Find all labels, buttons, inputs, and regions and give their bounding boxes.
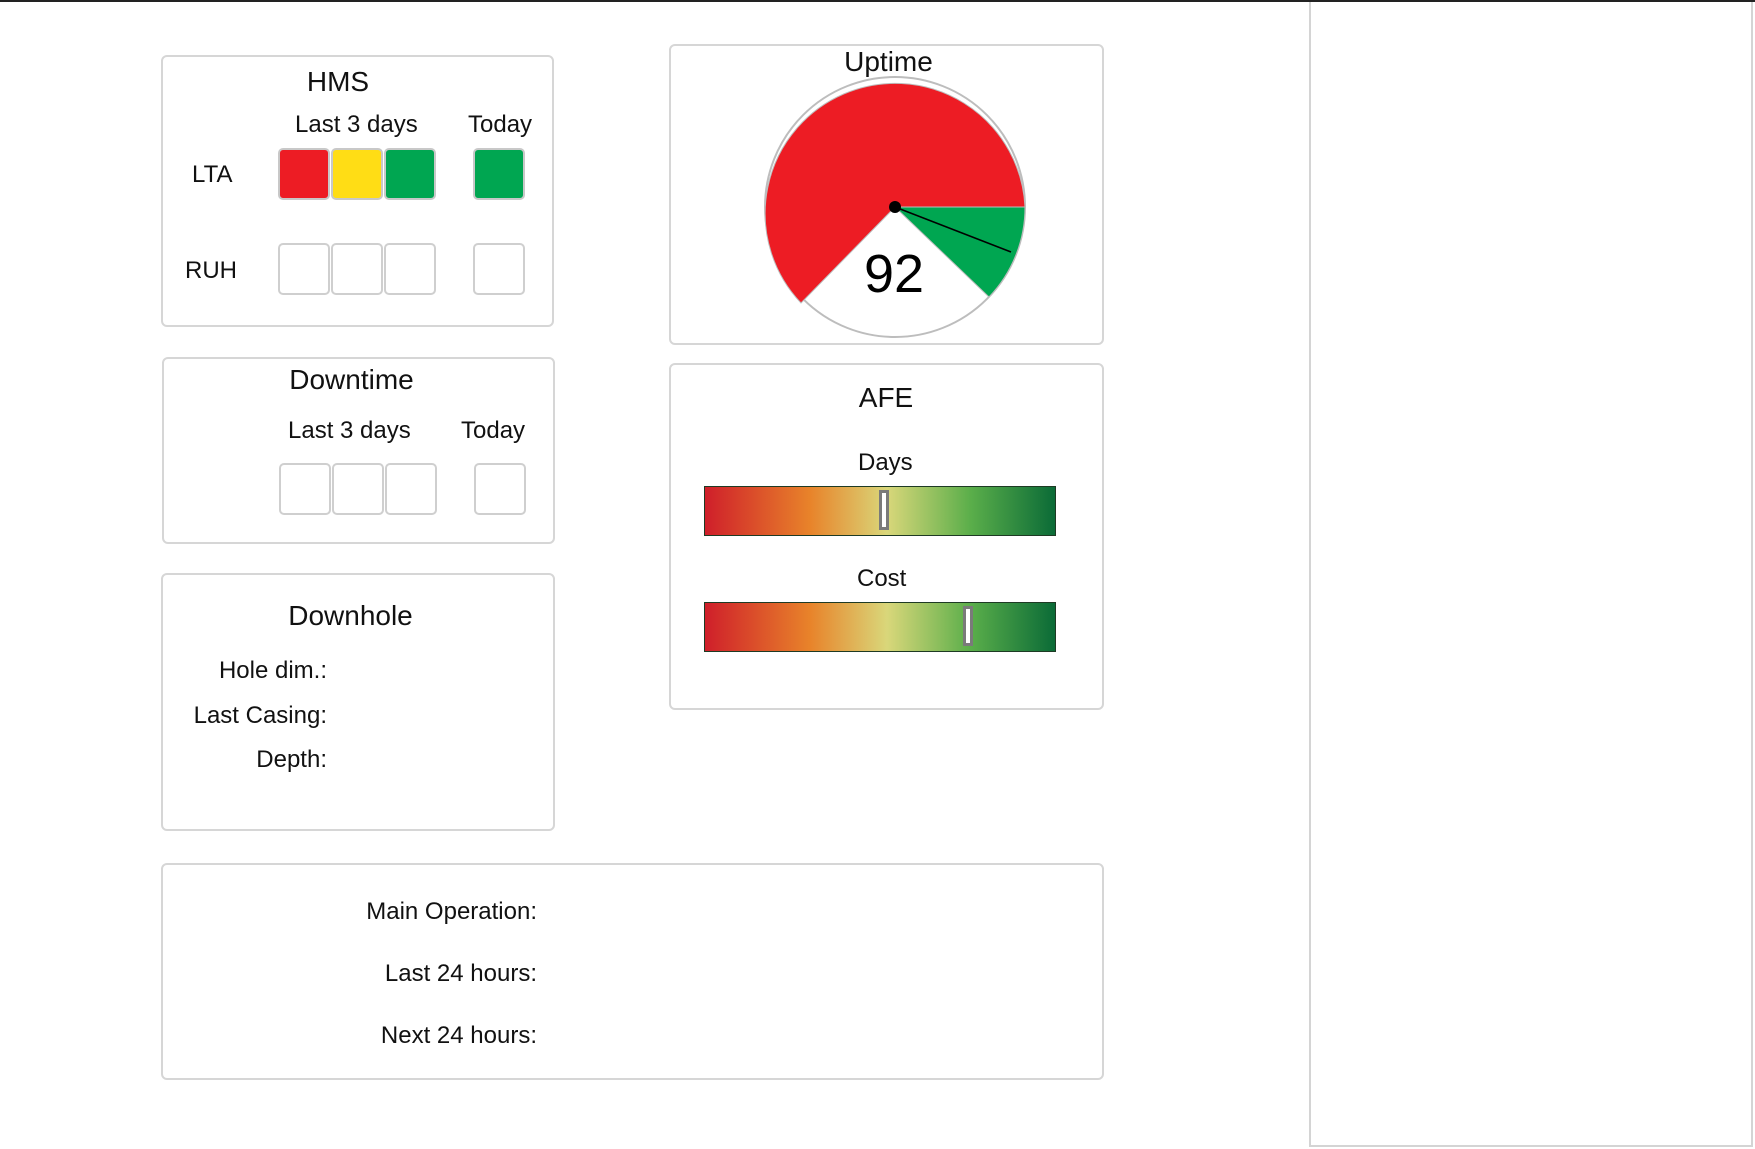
- downtime-title: Downtime: [289, 364, 414, 395]
- lta-today-status: [473, 148, 525, 200]
- downtime-card: Downtime Last 3 days Today: [162, 357, 555, 544]
- uptime-gauge: 92: [764, 76, 1026, 338]
- ruh-day-2-status: [331, 243, 383, 295]
- gauge-pivot: [889, 201, 901, 213]
- afe-days-bar: [704, 486, 1056, 536]
- depth-label: Depth:: [256, 746, 327, 773]
- hms-row-label-ruh: RUH: [185, 257, 237, 284]
- afe-cost-label: Cost: [857, 565, 907, 592]
- hms-today-header: Today: [468, 111, 533, 138]
- ruh-day-1-status: [278, 243, 330, 295]
- gauge-red-zone: [764, 82, 1026, 304]
- downhole-title: Downhole: [288, 600, 413, 631]
- downtime-last3-header: Last 3 days: [288, 417, 411, 444]
- last-casing-label: Last Casing:: [193, 702, 327, 729]
- downhole-card: Downhole Hole dim.: Last Casing: Depth:: [161, 573, 555, 831]
- top-border: [0, 0, 1755, 2]
- operations-card: Main Operation: Last 24 hours: Next 24 h…: [161, 863, 1104, 1080]
- downtime-day-1: [279, 463, 331, 515]
- uptime-card: Uptime 92: [669, 44, 1104, 345]
- ruh-day-3-status: [384, 243, 436, 295]
- uptime-title: Uptime: [844, 46, 933, 77]
- downtime-day-2: [332, 463, 384, 515]
- hms-card: HMS Last 3 days Today LTA RUH: [161, 55, 554, 327]
- hms-title: HMS: [306, 66, 370, 97]
- main-operation-label: Main Operation:: [366, 898, 537, 925]
- hms-row-label-lta: LTA: [192, 161, 233, 188]
- last-24-hours-label: Last 24 hours:: [384, 960, 537, 987]
- afe-cost-bar: [704, 602, 1056, 652]
- downtime-day-3: [385, 463, 437, 515]
- ruh-today-status: [473, 243, 525, 295]
- downtime-today-header: Today: [461, 417, 526, 444]
- lta-day-2-status: [331, 148, 383, 200]
- afe-card: AFE Days Cost: [669, 363, 1104, 710]
- lta-day-1-status: [278, 148, 330, 200]
- side-panel: [1309, 2, 1753, 1147]
- afe-title: AFE: [858, 382, 914, 413]
- gauge-green-zone: [893, 206, 1026, 298]
- afe-days-label: Days: [858, 449, 913, 476]
- next-24-hours-label: Next 24 hours:: [380, 1022, 537, 1049]
- hms-last3-header: Last 3 days: [295, 111, 418, 138]
- afe-cost-marker: [963, 606, 973, 646]
- uptime-value: 92: [864, 244, 924, 304]
- downtime-today: [474, 463, 526, 515]
- gauge-needle: [894, 206, 1012, 253]
- lta-day-3-status: [384, 148, 436, 200]
- afe-days-marker: [879, 490, 889, 530]
- hole-dim-label: Hole dim.:: [218, 657, 327, 684]
